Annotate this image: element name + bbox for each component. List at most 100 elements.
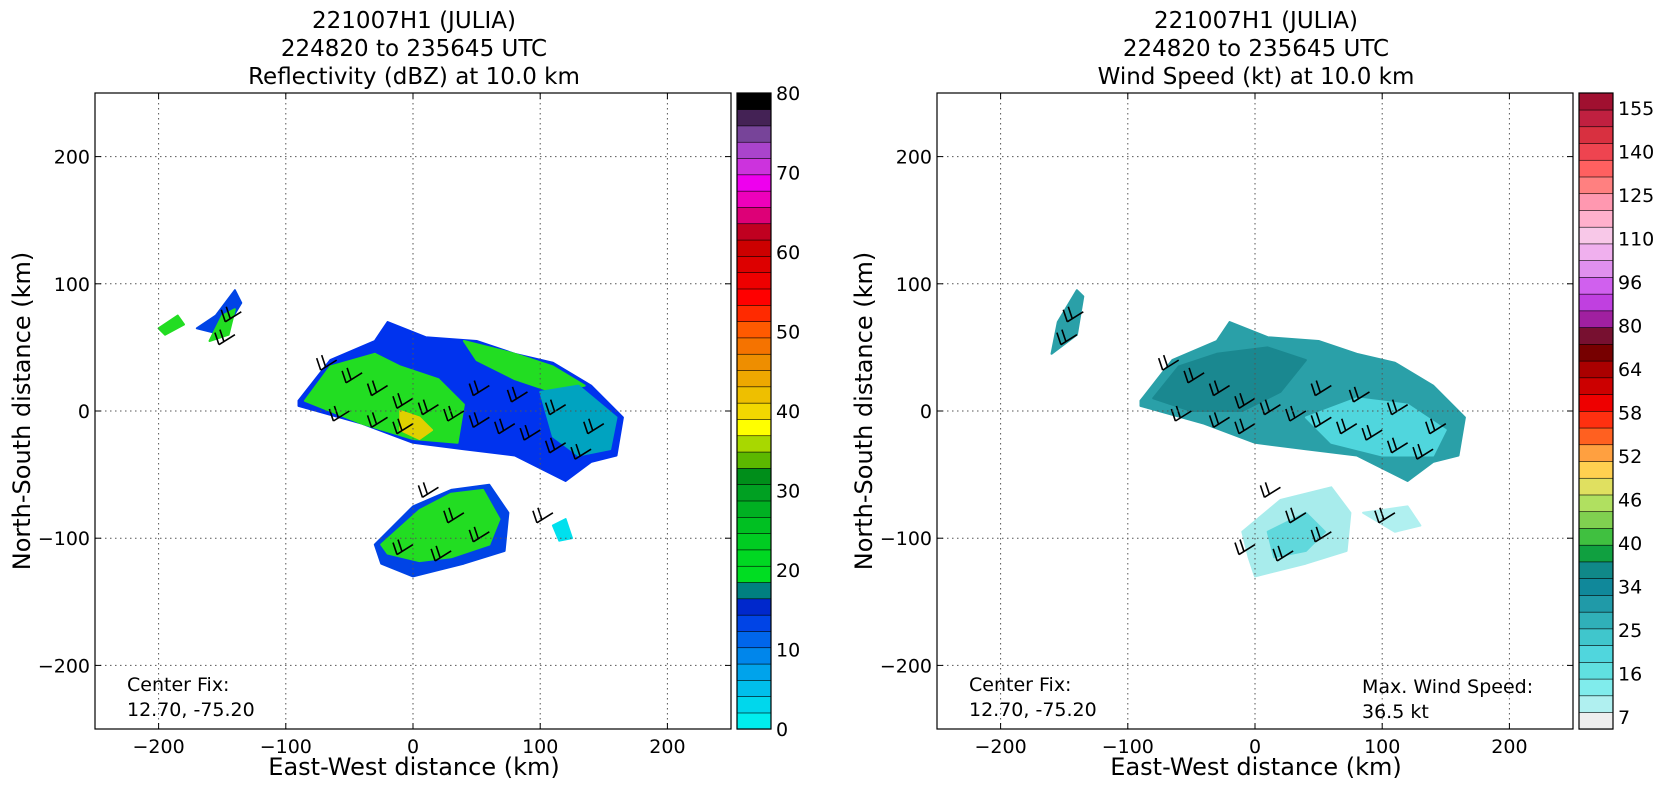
data-regions [1050, 289, 1466, 578]
x-tick-label: 200 [649, 736, 685, 758]
colorbar-swatch [736, 369, 772, 388]
colorbar-swatch [1578, 544, 1614, 563]
colorbar-swatch [1578, 695, 1614, 713]
wind-barb [583, 418, 605, 435]
wind-speed-plot-area: −200 −100 0 100 200 −200 −100 0 100 200 [880, 92, 1574, 758]
wind-speed-panel: 221007H1 (JULIA) 224820 to 235645 UTC Wi… [850, 8, 1654, 781]
wind-light-east [1304, 397, 1447, 457]
colorbar-swatch [1578, 109, 1614, 128]
colorbar-swatch [1578, 594, 1614, 613]
x-axis-label: East-West distance (km) [1110, 753, 1401, 781]
colorbar-swatch [736, 598, 772, 616]
colorbar-swatch [736, 565, 772, 583]
colorbar-swatch [1578, 527, 1614, 546]
y-tick-label: −100 [880, 528, 932, 550]
colorbar-swatch [1578, 327, 1614, 345]
wind-barb [417, 482, 439, 498]
colorbar-label: 16 [1618, 664, 1642, 686]
y-axis-label: North-South distance (km) [8, 252, 36, 571]
wind-barb [506, 386, 528, 403]
y-tick-label: 0 [920, 401, 932, 423]
colorbar-label: 40 [776, 401, 800, 423]
wind-barb [443, 507, 465, 524]
y-tick-label: 100 [896, 274, 932, 296]
wind-barb [468, 526, 490, 543]
title-line-3: Reflectivity (dBZ) at 10.0 km [248, 64, 580, 90]
wind-barb [1310, 380, 1332, 397]
title-line-2: 224820 to 235645 UTC [1123, 36, 1389, 62]
colorbar-label: 46 [1618, 490, 1642, 512]
title-line-1: 221007H1 (JULIA) [1154, 8, 1358, 34]
wind-barb [1208, 412, 1230, 429]
colorbar-swatch [736, 353, 772, 371]
wind-barb [392, 393, 414, 409]
colorbar-swatch [736, 304, 772, 322]
x-tick-label: 200 [1491, 736, 1527, 758]
wind-barb [366, 412, 388, 429]
colorbar-label: 80 [776, 83, 800, 105]
reflectivity-east-fragment [551, 518, 573, 542]
center-fix-label: Center Fix: [127, 674, 229, 696]
colorbar-swatch [1578, 561, 1614, 579]
colorbar-swatch [736, 223, 772, 241]
colorbar-swatch [736, 92, 772, 110]
y-axis-label: North-South distance (km) [850, 252, 878, 571]
colorbar-swatch [1578, 678, 1614, 697]
colorbar-swatch [1578, 142, 1614, 161]
colorbar-label: 60 [776, 242, 800, 264]
wind-barb [417, 399, 439, 416]
colorbar-swatch [1578, 477, 1614, 496]
wind-barb [1259, 399, 1281, 416]
colorbar-label: 0 [776, 719, 788, 741]
x-tick-label: 0 [407, 736, 419, 758]
axis-ticks: −200 −100 0 100 200 −200 −100 0 100 200 [880, 93, 1573, 758]
colorbar-label: 110 [1618, 229, 1654, 251]
colorbar-swatch [1578, 310, 1614, 328]
wind-speed-colorbar: 7 16 25 34 40 46 52 58 64 80 96 110 125 140 155 [1578, 92, 1654, 730]
wind-barb [1234, 393, 1256, 409]
x-tick-label: −100 [260, 736, 312, 758]
wind-barb [1336, 418, 1358, 435]
colorbar-swatch [1578, 260, 1614, 278]
colorbar-swatch [736, 157, 772, 176]
wind-barb [220, 306, 242, 323]
reflectivity-northwest-blob [157, 314, 185, 336]
wind-barb [544, 399, 567, 416]
center-fix-label: Center Fix: [969, 674, 1071, 696]
colorbar-swatch [1578, 511, 1614, 529]
colorbar-swatch [736, 321, 772, 339]
reflectivity-east-teal [539, 384, 618, 457]
colorbar-swatch [1578, 427, 1614, 446]
colorbar-swatch [736, 696, 772, 714]
grid [95, 93, 731, 729]
colorbar-swatch [1578, 126, 1614, 144]
colorbar-swatch [736, 141, 772, 159]
wind-barb [443, 405, 465, 422]
colorbar-label: 64 [1618, 359, 1642, 381]
wind-barb [1183, 367, 1205, 384]
y-tick-label: 100 [54, 274, 90, 296]
colorbar-swatch [736, 418, 772, 437]
y-tick-label: 0 [78, 401, 90, 423]
wind-barb [468, 412, 490, 429]
colorbar-swatch [736, 239, 772, 257]
colorbar-swatch [1578, 494, 1614, 513]
x-tick-label: 0 [1249, 736, 1261, 758]
colorbar-swatch [1578, 209, 1614, 228]
colorbar-frame [1578, 92, 1614, 730]
colorbar-swatch [736, 679, 772, 697]
colorbar-swatch [1578, 711, 1614, 730]
wind-barb [1425, 418, 1447, 435]
colorbar-swatch [736, 484, 772, 502]
x-tick-label: 100 [1364, 736, 1400, 758]
colorbar-swatch [736, 255, 772, 273]
center-fix-value: 12.70, -75.20 [969, 699, 1097, 721]
colorbar-swatch [736, 647, 772, 665]
colorbar-swatch [736, 190, 772, 208]
reflectivity-colorbar: 0 10 20 30 40 50 60 70 80 [736, 83, 800, 741]
wind-barb [1056, 329, 1078, 346]
colorbar-swatch [1578, 611, 1614, 630]
colorbar-swatch [736, 386, 772, 404]
wind-barb [214, 329, 236, 346]
